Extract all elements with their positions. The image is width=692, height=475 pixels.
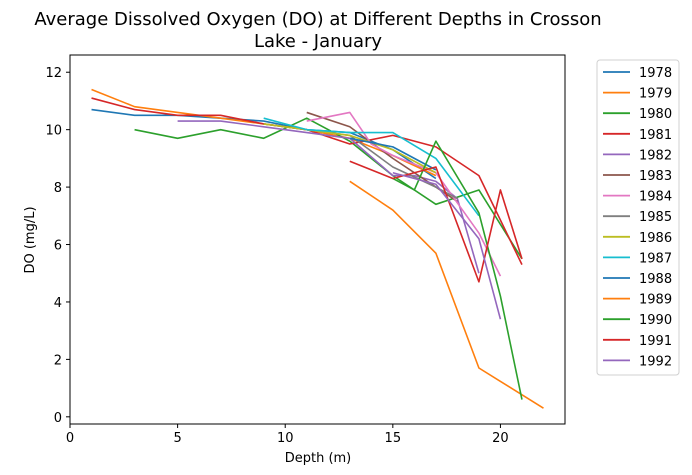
series-line-1984 (306, 111, 502, 277)
chart-title-line-1: Average Dissolved Oxygen (DO) at Differe… (34, 9, 601, 30)
series-line-1990 (392, 140, 523, 400)
chart-title-line-2: Lake - January (254, 31, 382, 52)
series-line-1991 (349, 160, 523, 283)
y-tick-label: 10 (45, 124, 62, 139)
x-axis-label: Depth (m) (285, 451, 352, 466)
legend-label-1979: 1979 (639, 87, 672, 102)
y-tick-label: 2 (54, 353, 62, 368)
series-line-1980 (134, 117, 523, 260)
x-tick-label: 5 (173, 431, 181, 446)
y-tick-label: 0 (54, 411, 62, 426)
series-line-1988 (349, 137, 437, 171)
legend-label-1983: 1983 (639, 169, 672, 184)
x-tick-label: 0 (66, 431, 74, 446)
legend-label-1982: 1982 (639, 148, 672, 163)
y-axis-label: DO (mg/L) (23, 206, 38, 273)
legend-label-1988: 1988 (639, 272, 672, 287)
y-tick-label: 12 (45, 66, 62, 81)
legend-label-1991: 1991 (639, 334, 672, 349)
legend-label-1992: 1992 (639, 354, 672, 369)
y-tick-label: 6 (54, 239, 62, 254)
series-line-1987 (263, 117, 480, 217)
legend-label-1980: 1980 (639, 107, 672, 122)
series-line-1992 (392, 171, 502, 320)
legend-label-1987: 1987 (639, 251, 672, 266)
legend: 1978 1979 1980 1981 1982 1983 1984 1985 1986 1987… (596, 59, 680, 376)
x-tick-label: 15 (385, 431, 402, 446)
y-tick-label: 8 (54, 181, 62, 196)
x-tick-label: 10 (277, 431, 294, 446)
series-line-1986 (263, 123, 437, 174)
legend-label-1986: 1986 (639, 231, 672, 246)
plot-frame (69, 54, 566, 425)
x-tick-label: 20 (492, 431, 509, 446)
legend-label-1981: 1981 (639, 128, 672, 143)
legend-label-1985: 1985 (639, 210, 672, 225)
series-line-1989 (349, 180, 544, 409)
legend-label-1984: 1984 (639, 190, 672, 205)
legend-box (596, 59, 680, 376)
series-line-1983 (306, 111, 458, 203)
legend-label-1978: 1978 (639, 66, 672, 81)
series-line-1982 (177, 120, 480, 274)
legend-label-1989: 1989 (639, 293, 672, 308)
y-tick-label: 4 (54, 296, 62, 311)
series-line-1981 (91, 97, 523, 265)
legend-label-1990: 1990 (639, 313, 672, 328)
plot-area: 0 5 10 15 20 0 2 4 6 8 10 12 (45, 54, 566, 446)
